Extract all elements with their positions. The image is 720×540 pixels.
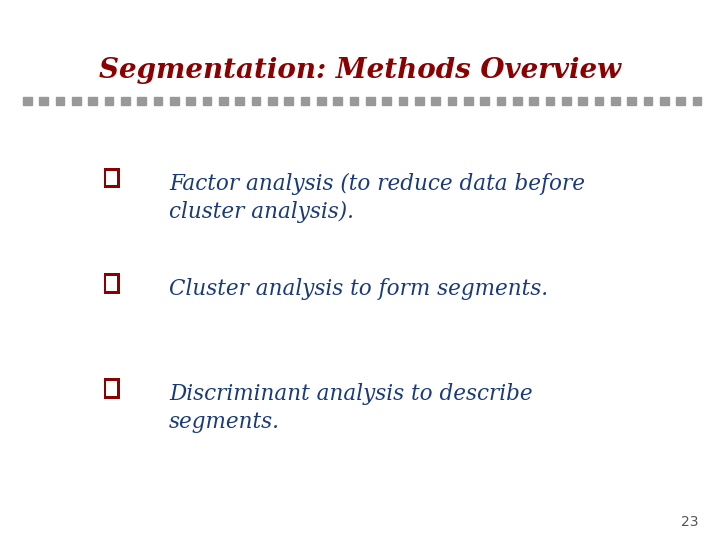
Bar [644, 98, 652, 105]
Bar [106, 276, 117, 291]
Bar [72, 98, 81, 105]
Bar [611, 98, 620, 105]
Text: 23: 23 [681, 515, 698, 529]
Text: Cluster analysis to form segments.: Cluster analysis to form segments. [169, 278, 549, 300]
Bar [627, 98, 636, 105]
Bar [480, 98, 489, 105]
Bar [513, 98, 521, 105]
Bar [350, 98, 359, 105]
Bar [431, 98, 440, 105]
Bar [186, 98, 195, 105]
Bar [104, 168, 120, 188]
Bar [104, 98, 113, 105]
Bar [448, 98, 456, 105]
Bar [562, 98, 571, 105]
Bar [104, 379, 120, 399]
Bar [415, 98, 423, 105]
Bar [268, 98, 276, 105]
Bar [55, 98, 64, 105]
Text: Discriminant analysis to describe
segments.: Discriminant analysis to describe segmen… [169, 383, 533, 433]
Bar [106, 171, 117, 185]
Bar [153, 98, 162, 105]
Bar [464, 98, 472, 105]
Bar [693, 98, 701, 105]
Bar [399, 98, 408, 105]
Bar [595, 98, 603, 105]
Bar [382, 98, 391, 105]
Bar [138, 98, 146, 105]
Bar [40, 98, 48, 105]
Bar [106, 381, 117, 396]
Bar [317, 98, 325, 105]
Bar [219, 98, 228, 105]
Bar [170, 98, 179, 105]
Bar [203, 98, 212, 105]
Text: Segmentation: Methods Overview: Segmentation: Methods Overview [99, 57, 621, 84]
Bar [104, 273, 120, 294]
Text: Factor analysis (to reduce data before
cluster analysis).: Factor analysis (to reduce data before c… [169, 173, 585, 223]
Bar [252, 98, 261, 105]
Bar [284, 98, 293, 105]
Bar [660, 98, 669, 105]
Bar [235, 98, 244, 105]
Bar [301, 98, 310, 105]
Bar [333, 98, 342, 105]
Bar [121, 98, 130, 105]
Bar [366, 98, 374, 105]
Bar [497, 98, 505, 105]
Bar [676, 98, 685, 105]
Bar [546, 98, 554, 105]
Bar [578, 98, 587, 105]
Bar [529, 98, 538, 105]
Bar [23, 98, 32, 105]
Bar [89, 98, 97, 105]
